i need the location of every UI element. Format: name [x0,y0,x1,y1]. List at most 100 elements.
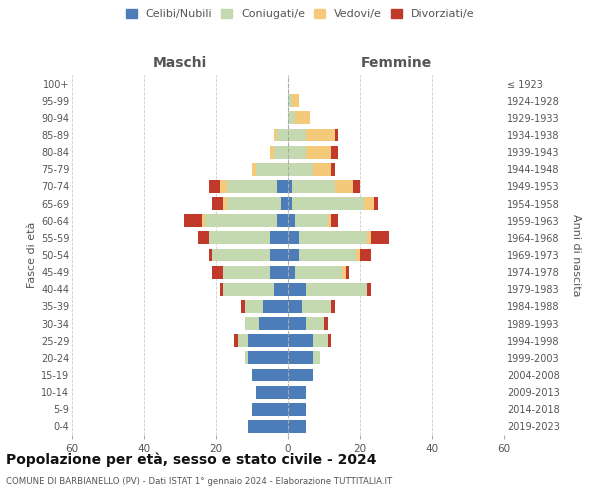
Bar [252,163,256,175]
Bar [212,197,223,210]
Bar [295,214,328,227]
Bar [331,300,335,313]
Bar [288,112,295,124]
Bar [227,180,277,193]
Bar [288,266,295,278]
Bar [288,232,299,244]
Bar [248,334,288,347]
Bar [371,232,389,244]
Bar [299,232,367,244]
Bar [295,266,342,278]
Bar [288,248,299,262]
Bar [256,163,288,175]
Bar [245,300,263,313]
Bar [288,352,313,364]
Bar [328,334,331,347]
Bar [313,163,331,175]
Bar [252,368,288,382]
Bar [356,248,360,262]
Bar [198,232,209,244]
Bar [212,248,270,262]
Y-axis label: Anni di nascita: Anni di nascita [571,214,581,296]
Bar [223,197,227,210]
Bar [245,317,259,330]
Bar [220,180,227,193]
Bar [342,266,346,278]
Bar [288,317,306,330]
Bar [288,334,313,347]
Bar [259,317,288,330]
Bar [331,214,338,227]
Bar [288,214,295,227]
Bar [263,300,288,313]
Bar [277,180,288,193]
Y-axis label: Fasce di età: Fasce di età [26,222,37,288]
Bar [306,146,331,158]
Bar [335,128,338,141]
Bar [367,232,371,244]
Bar [306,317,324,330]
Bar [346,266,349,278]
Bar [292,180,335,193]
Bar [374,197,378,210]
Bar [274,128,277,141]
Bar [184,214,202,227]
Bar [331,163,335,175]
Bar [223,283,274,296]
Bar [367,283,371,296]
Bar [288,94,292,107]
Bar [223,266,270,278]
Bar [292,197,364,210]
Bar [238,334,248,347]
Bar [288,180,292,193]
Text: Maschi: Maschi [153,56,207,70]
Bar [277,214,288,227]
Bar [209,232,270,244]
Bar [306,283,367,296]
Bar [324,317,328,330]
Bar [335,180,353,193]
Bar [288,368,313,382]
Bar [270,146,274,158]
Bar [313,334,328,347]
Text: Femmine: Femmine [361,56,431,70]
Bar [227,197,281,210]
Bar [288,420,306,433]
Bar [313,352,320,364]
Text: COMUNE DI BARBIANELLO (PV) - Dati ISTAT 1° gennaio 2024 - Elaborazione TUTTITALI: COMUNE DI BARBIANELLO (PV) - Dati ISTAT … [6,478,392,486]
Bar [270,266,288,278]
Bar [241,300,245,313]
Bar [288,386,306,398]
Bar [328,214,331,227]
Bar [252,403,288,415]
Bar [288,146,306,158]
Bar [281,197,288,210]
Bar [274,146,288,158]
Bar [234,334,238,347]
Bar [256,386,288,398]
Bar [248,352,288,364]
Bar [209,248,212,262]
Bar [277,128,288,141]
Bar [295,112,310,124]
Bar [205,214,277,227]
Bar [288,197,292,210]
Bar [302,300,331,313]
Bar [274,283,288,296]
Bar [360,248,371,262]
Bar [270,232,288,244]
Bar [288,128,306,141]
Bar [306,128,335,141]
Bar [364,197,374,210]
Bar [292,94,299,107]
Bar [245,352,248,364]
Bar [248,420,288,433]
Bar [288,403,306,415]
Bar [209,180,220,193]
Bar [220,283,223,296]
Legend: Celibi/Nubili, Coniugati/e, Vedovi/e, Divorziati/e: Celibi/Nubili, Coniugati/e, Vedovi/e, Di… [122,6,478,22]
Bar [212,266,223,278]
Bar [270,248,288,262]
Text: Popolazione per età, sesso e stato civile - 2024: Popolazione per età, sesso e stato civil… [6,452,377,467]
Bar [288,300,302,313]
